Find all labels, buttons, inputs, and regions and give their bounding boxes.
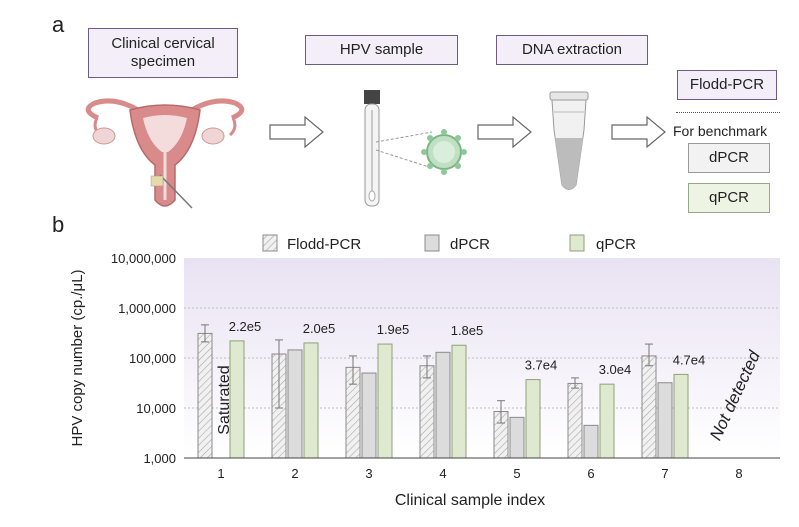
x-tick-label: 7: [661, 466, 668, 481]
y-tick-label: 1,000,000: [118, 301, 176, 316]
legend-label-dpcr: dPCR: [450, 236, 490, 253]
bar-dpcr: [287, 349, 303, 459]
step-specimen-line2: specimen: [130, 53, 196, 70]
y-tick-label: 10,000,000: [111, 251, 176, 266]
qpcr-value-label: 2.2e5: [229, 319, 262, 334]
y-axis-label: HPV copy number (cp./μL): [69, 269, 86, 446]
legend: Flodd-PCR dPCR qPCR: [262, 234, 636, 253]
output-qpcr-box: qPCR: [688, 183, 770, 213]
bar-qpcr: [599, 383, 615, 459]
benchmark-label: For benchmark: [673, 123, 768, 139]
y-tick-label: 100,000: [129, 351, 176, 366]
extraction-tube-icon: [549, 91, 589, 190]
bar-dpcr: [361, 372, 377, 459]
qpcr-value-label: 3.0e4: [599, 362, 632, 377]
value-labels: 2.2e5 2.0e5 1.9e5 1.8e5 3.7e4 3.0e4 4.7e4: [229, 319, 706, 377]
x-axis-label: Clinical sample index: [395, 492, 545, 509]
panel-b-letter: b: [52, 212, 65, 237]
bar-qpcr: [377, 343, 393, 459]
output-flodd-label: Flodd-PCR: [689, 76, 765, 93]
y-tick-label: 10,000: [136, 401, 176, 416]
bar-qpcr: [451, 344, 467, 459]
x-tick-label: 2: [291, 466, 298, 481]
uterus-icon: [85, 98, 245, 209]
step-dna-extraction-box: DNA extraction: [496, 35, 648, 65]
qpcr-value-label: 3.7e4: [525, 358, 558, 373]
output-dpcr-box: dPCR: [688, 143, 770, 173]
output-dpcr-label: dPCR: [708, 149, 749, 166]
x-tick-label: 4: [439, 466, 446, 481]
step-dna-extraction-label: DNA extraction: [521, 41, 623, 58]
bar-dpcr: [657, 382, 673, 459]
benchmark-divider: [676, 112, 780, 113]
qpcr-value-label: 4.7e4: [673, 352, 706, 367]
x-tick-label: 1: [217, 466, 224, 481]
bar-flodd: [419, 365, 435, 459]
bar-dpcr: [583, 424, 599, 459]
output-flodd-box: Flodd-PCR: [677, 70, 777, 100]
bar-dpcr: [435, 351, 451, 459]
bar-qpcr: [303, 342, 319, 459]
virus-icon: [421, 129, 467, 175]
legend-swatch-dpcr: [424, 234, 440, 252]
qpcr-value-label: 1.8e5: [451, 323, 484, 338]
legend-label-qpcr: qPCR: [596, 236, 636, 253]
error-bars: [201, 324, 653, 424]
legend-swatch-qpcr: [569, 234, 585, 252]
panel-a-illustrations: [85, 90, 666, 209]
bar-qpcr: [525, 379, 541, 459]
panel-a-letter: a: [52, 12, 65, 37]
step-specimen-line1: Clinical cervical: [111, 35, 215, 52]
bar-dpcr: [509, 416, 525, 459]
x-tick-label: 6: [587, 466, 594, 481]
arrow-icon: [269, 115, 324, 149]
step-hpv-sample-label: HPV sample: [339, 41, 424, 58]
arrow-icon: [477, 115, 532, 149]
qpcr-value-label: 1.9e5: [377, 322, 410, 337]
saturated-annotation: Saturated: [216, 365, 233, 434]
x-tick-label: 3: [365, 466, 372, 481]
step-specimen-box: Clinical cervical specimen: [88, 28, 238, 78]
bar-flodd: [567, 382, 583, 459]
x-axis-ticks: 1 2 3 4 5 6 7 8: [217, 466, 742, 481]
y-axis-ticks: 1,000 10,000 100,000 1,000,000 10,000,000: [111, 251, 176, 466]
legend-label-flodd: Flodd-PCR: [287, 236, 361, 253]
bar-flodd: [641, 355, 657, 459]
qpcr-value-label: 2.0e5: [303, 321, 336, 336]
x-tick-label: 5: [513, 466, 520, 481]
legend-swatch-flodd: [262, 234, 278, 252]
output-qpcr-label: qPCR: [708, 189, 749, 206]
sample-tube-icon: [364, 90, 433, 207]
bar-qpcr: [673, 373, 689, 459]
y-tick-label: 1,000: [143, 451, 176, 466]
arrow-icon: [611, 115, 666, 149]
x-tick-label: 8: [735, 466, 742, 481]
step-hpv-sample-box: HPV sample: [305, 35, 458, 65]
bar-flodd: [197, 332, 213, 459]
